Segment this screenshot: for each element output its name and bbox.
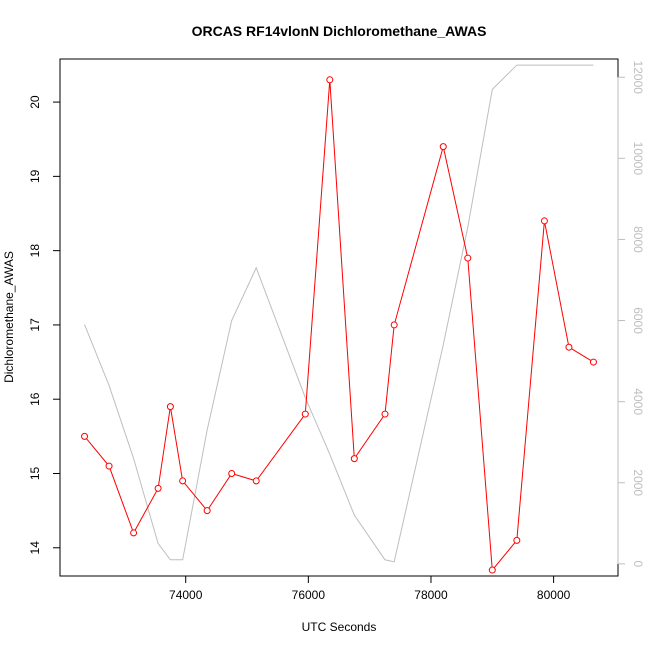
y2-tick-label: 10000 (631, 142, 645, 176)
y-tick-label: 14 (28, 541, 42, 555)
data-point (130, 529, 138, 537)
y2-tick-label: 12000 (631, 61, 645, 95)
data-point (228, 469, 236, 477)
chart-title: ORCAS RF14vlonN Dichloromethane_AWAS (192, 23, 487, 39)
y-tick-label: 16 (28, 392, 42, 406)
data-point (439, 143, 447, 151)
data-point (179, 477, 187, 485)
data-point (154, 484, 162, 492)
data-point (565, 343, 573, 351)
data-point (540, 217, 548, 225)
y-tick-label: 15 (28, 466, 42, 480)
x-tick-label: 80000 (537, 588, 571, 602)
data-point (301, 410, 309, 418)
data-point (166, 403, 174, 411)
data-point (381, 410, 389, 418)
secondary-series-line (84, 64, 594, 563)
series-layer (81, 64, 597, 574)
y2-tick-label: 2000 (631, 469, 645, 496)
data-point (464, 254, 472, 262)
data-point (105, 462, 113, 470)
y-tick-label: 20 (28, 95, 42, 109)
y2-tick-label: 4000 (631, 388, 645, 415)
y-axis: 14 15 16 17 18 19 20 (28, 95, 60, 554)
y-tick-label: 18 (28, 244, 42, 258)
data-point (350, 455, 358, 463)
y2-tick-label: 0 (631, 560, 645, 567)
y-axis-label: Dichloromethane_AWAS (2, 251, 16, 383)
data-point (390, 321, 398, 329)
y2-axis: 0 2000 4000 6000 8000 10000 12000 (617, 61, 645, 567)
primary-series-line (84, 79, 594, 572)
data-point (513, 536, 521, 544)
data-point (81, 432, 89, 440)
data-point (252, 477, 260, 485)
x-tick-label: 74000 (169, 588, 203, 602)
y-tick-label: 19 (28, 169, 42, 183)
data-point (203, 507, 211, 515)
x-axis-label: UTC Seconds (302, 620, 377, 634)
data-point (488, 566, 496, 574)
y2-tick-label: 6000 (631, 307, 645, 334)
data-point (326, 76, 334, 84)
x-axis: 74000 76000 78000 80000 (169, 576, 571, 602)
y-tick-label: 17 (28, 318, 42, 332)
x-tick-label: 78000 (414, 588, 448, 602)
plot-frame (59, 58, 619, 577)
y2-tick-label: 8000 (631, 226, 645, 253)
data-point (589, 358, 597, 366)
x-tick-label: 76000 (292, 588, 326, 602)
